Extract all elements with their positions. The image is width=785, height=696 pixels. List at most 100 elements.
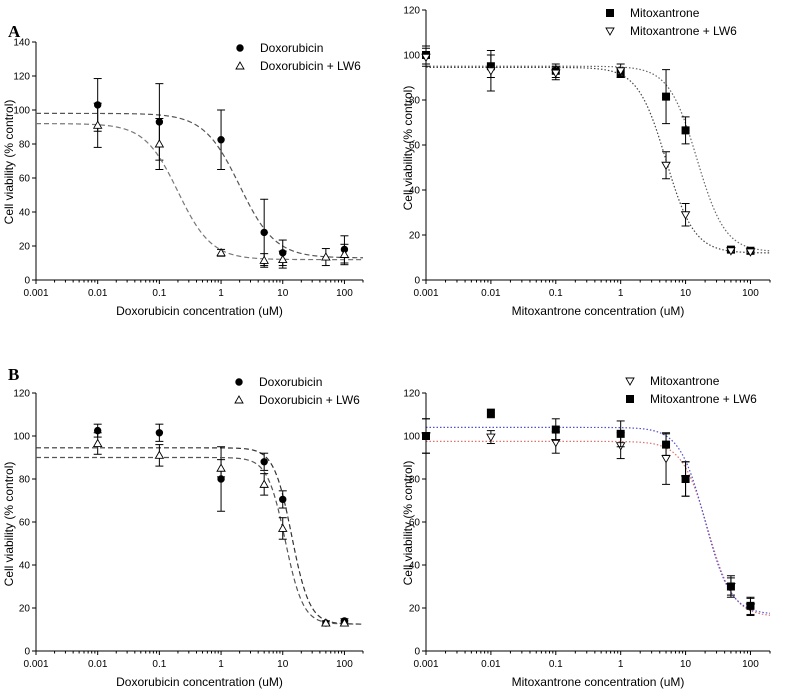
x-tick-label: 0.001 (413, 288, 438, 299)
data-point (680, 211, 691, 220)
y-tick-label: 40 (409, 561, 421, 572)
panel-label-b: B (8, 365, 19, 384)
y-tick-label: 120 (403, 6, 420, 17)
data-point (726, 247, 736, 256)
data-point (260, 458, 268, 466)
data-point (551, 69, 561, 78)
y-tick-label: 60 (19, 174, 31, 185)
x-tick-label: 10 (277, 659, 289, 670)
x-tick-label: 0.01 (481, 659, 501, 670)
x-tick-label: 0.1 (152, 288, 166, 299)
data-point (661, 161, 671, 171)
legend-label: Doxorubicin + LW6 (260, 59, 361, 73)
data-point (277, 523, 288, 532)
y-tick-label: 140 (13, 38, 30, 49)
y-tick-label: 60 (409, 141, 421, 152)
data-point (92, 438, 103, 447)
fit-curve (36, 112, 364, 259)
series-2: Mitoxantrone + LW6 (422, 392, 771, 615)
data-point (662, 92, 671, 101)
x-axis-title: Mitoxantrone concentration (uM) (512, 304, 685, 318)
legend-marker (605, 27, 615, 36)
y-tick-label: 40 (19, 561, 31, 572)
data-point (551, 425, 560, 434)
data-point (155, 429, 164, 437)
data-point (421, 53, 431, 63)
series-1: Mitoxantrone (422, 6, 771, 255)
x-tick-label: 1 (618, 659, 624, 670)
x-tick-label: 0.01 (88, 288, 108, 299)
y-tick-label: 60 (409, 518, 421, 529)
y-tick-label: 0 (414, 647, 420, 658)
data-point (615, 67, 626, 76)
data-point (259, 255, 269, 264)
legend-marker (236, 44, 244, 52)
legend-label: Mitoxantrone (650, 374, 720, 388)
data-point (321, 252, 331, 261)
chart-2: 0 20 40 60 80 100 120 0.001 0.01 0.1 1 10 100 Mitoxan… (401, 6, 771, 318)
series-2: Mitoxantrone + LW6 (421, 24, 771, 257)
x-tick-label: 0.1 (549, 288, 563, 299)
series-1: Mitoxantrone (421, 374, 771, 617)
data-point (486, 433, 496, 442)
data-point (726, 582, 735, 591)
legend-marker (625, 377, 635, 386)
legend-marker (606, 9, 614, 17)
data-point (154, 139, 165, 148)
y-tick-label: 20 (19, 604, 31, 615)
legend-label: Mitoxantrone + LW6 (630, 24, 737, 38)
data-point (681, 126, 690, 135)
y-tick-label: 0 (414, 276, 420, 287)
fit-curve (426, 66, 771, 254)
y-tick-label: 40 (409, 186, 421, 197)
data-point (486, 67, 496, 76)
series-2: Doxorubicin + LW6 (36, 59, 363, 269)
x-tick-label: 100 (742, 659, 759, 670)
data-point (681, 475, 690, 483)
x-axis-title: Doxorubicin concentration (uM) (116, 304, 283, 318)
x-tick-label: 100 (742, 288, 759, 299)
data-point (217, 136, 225, 144)
data-point (422, 432, 430, 440)
data-point (339, 249, 350, 258)
y-tick-label: 100 (403, 432, 420, 443)
x-axis-title: Mitoxantrone concentration (uM) (512, 675, 685, 689)
data-point (259, 479, 269, 488)
legend-marker (235, 378, 243, 386)
fit-curve (36, 456, 364, 625)
x-tick-label: 0.001 (413, 659, 438, 670)
data-point (154, 450, 165, 459)
data-point (260, 228, 268, 237)
legend-label: Mitoxantrone + LW6 (650, 392, 757, 406)
chart-1: 0 20 40 60 80 100 120 140 0.001 0.01 0.1 1 10 100 Doxo… (2, 38, 364, 318)
y-tick-label: 100 (403, 51, 420, 62)
data-point (746, 601, 755, 610)
legend-marker (235, 61, 245, 70)
fit-curve (426, 65, 771, 252)
x-tick-label: 0.001 (23, 659, 48, 670)
data-point (279, 495, 287, 504)
x-tick-label: 0.001 (23, 288, 48, 299)
series-2: Doxorubicin + LW6 (36, 393, 364, 627)
y-tick-label: 80 (19, 475, 31, 486)
x-tick-label: 1 (218, 659, 224, 670)
y-tick-label: 20 (409, 231, 421, 242)
x-tick-label: 10 (680, 288, 692, 299)
fit-curve (426, 426, 771, 614)
data-point (661, 455, 671, 464)
data-point (616, 429, 625, 438)
y-axis-title: Cell viability (% control) (2, 462, 16, 587)
data-point (745, 248, 756, 257)
x-tick-label: 1 (218, 288, 224, 299)
x-tick-label: 0.01 (88, 659, 108, 670)
x-tick-label: 10 (277, 288, 289, 299)
y-tick-label: 80 (409, 475, 421, 486)
data-point (277, 254, 288, 264)
y-tick-label: 100 (13, 432, 30, 443)
chart-4: 0 20 40 60 80 100 120 0.001 0.01 0.1 1 10 100 Mitoxan… (401, 374, 771, 689)
series-1: Doxorubicin (36, 41, 364, 267)
y-tick-label: 120 (13, 389, 30, 400)
fit-curve (36, 123, 363, 261)
legend-label: Doxorubicin (259, 375, 322, 389)
y-tick-label: 100 (13, 106, 30, 117)
